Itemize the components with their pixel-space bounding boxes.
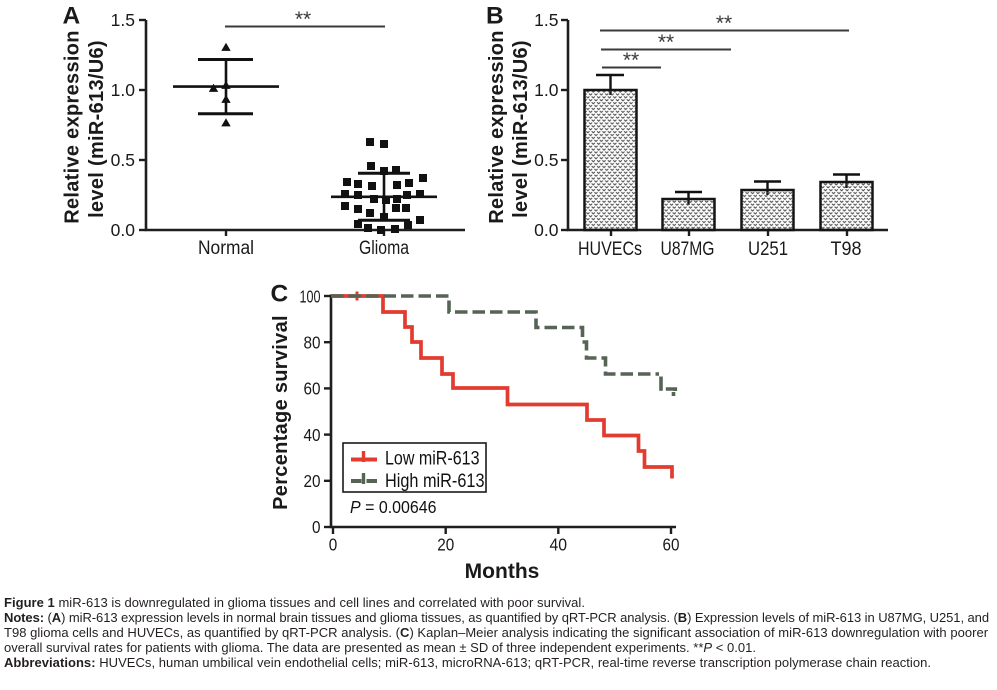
svg-text:Months: Months — [465, 560, 540, 583]
svg-text:**: ** — [623, 49, 639, 72]
svg-text:100: 100 — [300, 287, 321, 307]
svg-text:60: 60 — [663, 535, 680, 555]
svg-text:0.5: 0.5 — [111, 150, 135, 170]
svg-text:0.5: 0.5 — [534, 150, 558, 170]
svg-text:1.5: 1.5 — [111, 10, 135, 30]
svg-text:level (miR-613/U6): level (miR-613/U6) — [86, 40, 108, 218]
svg-text:Relative expression: Relative expression — [62, 30, 84, 224]
svg-text:level (miR-613/U6): level (miR-613/U6) — [510, 40, 532, 218]
svg-text:1.5: 1.5 — [534, 10, 558, 30]
svg-text:0.0: 0.0 — [534, 220, 559, 240]
svg-text:80: 80 — [304, 333, 321, 353]
svg-text:0: 0 — [329, 535, 338, 555]
svg-text:**: ** — [716, 12, 732, 35]
svg-text:**: ** — [295, 8, 311, 31]
svg-text:0: 0 — [312, 517, 321, 537]
svg-text:Percentage survival: Percentage survival — [270, 315, 292, 510]
svg-text:High miR-613: High miR-613 — [385, 471, 485, 492]
svg-text:40: 40 — [550, 535, 568, 555]
svg-text:Glioma: Glioma — [359, 238, 409, 259]
svg-text:20: 20 — [437, 535, 454, 555]
svg-text:HUVECs: HUVECs — [578, 239, 642, 260]
svg-text:Relative expression: Relative expression — [486, 30, 508, 224]
svg-text:C: C — [271, 281, 289, 308]
svg-text:U87MG: U87MG — [661, 239, 715, 260]
svg-text:0.0: 0.0 — [111, 220, 136, 240]
svg-text:Low miR-613: Low miR-613 — [385, 449, 480, 470]
svg-text:U251: U251 — [748, 239, 788, 260]
svg-text:60: 60 — [304, 379, 321, 399]
svg-text:T98: T98 — [831, 239, 862, 260]
svg-text:1.0: 1.0 — [111, 80, 136, 100]
svg-text:20: 20 — [304, 471, 321, 491]
svg-text:B: B — [486, 3, 504, 30]
svg-text:**: ** — [658, 31, 674, 54]
svg-text:P = 0.00646: P = 0.00646 — [350, 497, 437, 517]
svg-text:1.0: 1.0 — [534, 80, 559, 100]
svg-text:40: 40 — [304, 425, 321, 445]
svg-text:A: A — [63, 3, 81, 30]
svg-text:Normal: Normal — [198, 238, 254, 259]
